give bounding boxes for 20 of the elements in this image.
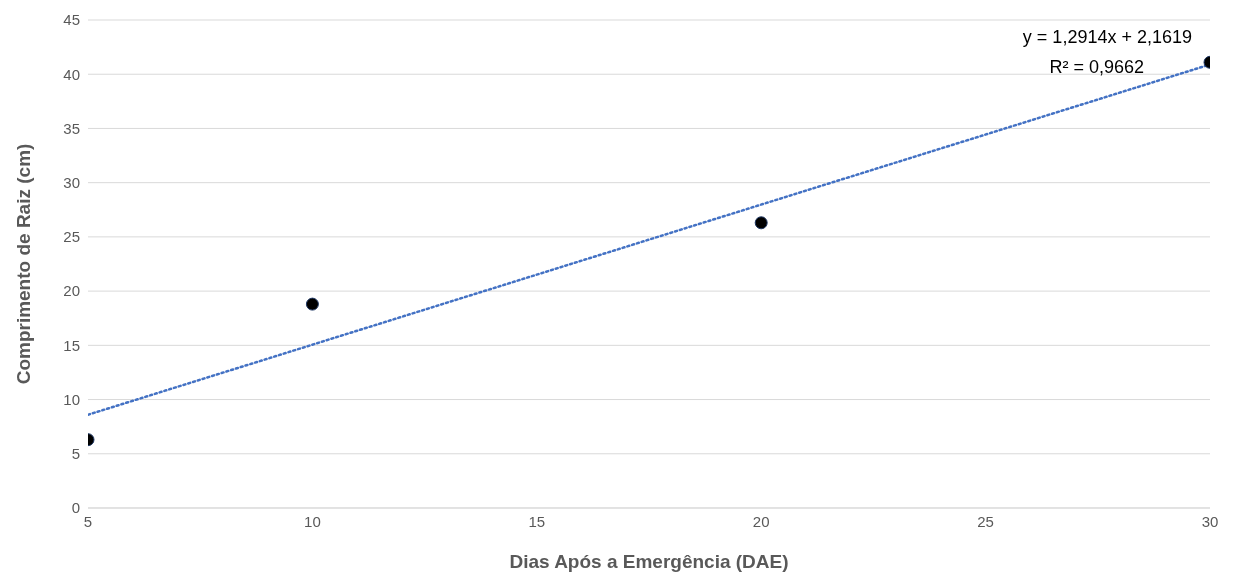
x-tick-label: 5 (83, 512, 93, 530)
x-tick-label: 20 (752, 512, 770, 530)
y-tick-label: 40 (63, 65, 80, 83)
annotation: y = 1,2914x + 2,1619 (1022, 26, 1193, 49)
y-tick-label: 0 (71, 499, 80, 517)
x-axis-title: Dias Após a Emergência (DAE) (509, 551, 789, 572)
y-tick-label: 45 (63, 11, 80, 29)
y-tick-label: 30 (63, 173, 80, 191)
y-tick-label: 25 (63, 228, 80, 246)
y-axis-title: Comprimento de Raiz (cm) (12, 143, 34, 385)
x-tick-label: 15 (528, 512, 546, 530)
y-tick-label: 35 (63, 119, 80, 137)
y-tick-label: 15 (63, 336, 80, 354)
y-tick-label: 20 (63, 282, 80, 300)
y-tick-label: 10 (63, 390, 80, 408)
x-tick-label: 25 (977, 512, 994, 530)
x-tick-label: 30 (1201, 512, 1219, 530)
y-tick-label: 5 (71, 445, 80, 463)
annotation: R² = 0,9662 (1048, 56, 1145, 79)
x-tick-label: 10 (304, 512, 321, 530)
